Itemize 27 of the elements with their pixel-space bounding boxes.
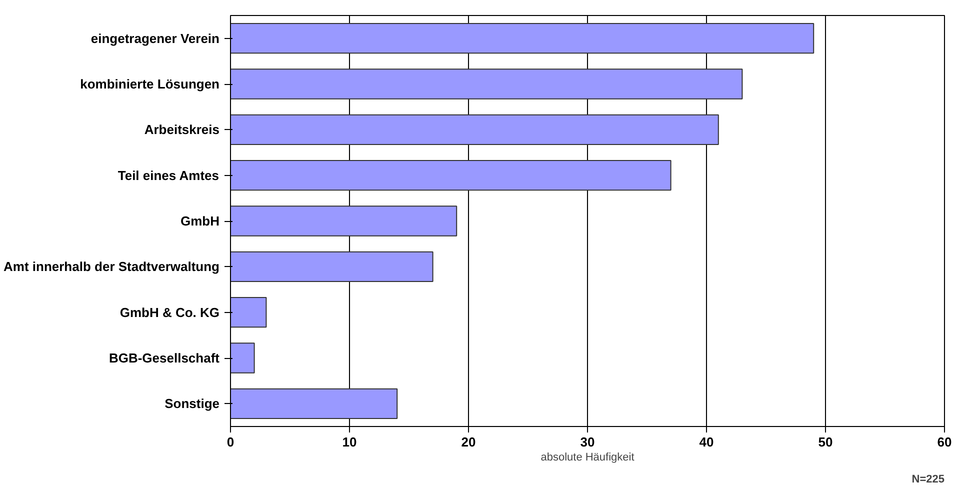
bar [230,296,267,328]
y-tick-label: GmbH & Co. KG [120,304,220,320]
x-tick-label: 50 [818,434,833,450]
y-tick-label: kombinierte Lösungen [80,76,220,92]
bar [230,114,719,146]
text: N=225 [912,474,945,486]
y-tick-label: Arbeitskreis [144,122,220,138]
y-tick-label: Sonstige [164,396,220,412]
y-tick-label: Teil eines Amtes [118,168,220,183]
y-tick-label: GmbH [180,214,220,228]
bar [230,206,458,236]
x-axis-title: absolute Häufigkeit [540,452,634,464]
bar [230,160,672,191]
bar [230,22,814,54]
x-tick-label: 20 [461,434,476,450]
x-tick-label: 10 [342,434,357,450]
x-tick-label: 30 [580,434,595,450]
bar [230,251,434,282]
y-tick-label: eingetragener Verein [90,30,220,46]
y-tick-label: Amt innerhalb der Stadtverwaltung [4,259,220,274]
x-tick-label: 60 [937,434,952,450]
x-tick-label: 0 [226,434,234,450]
bar [230,342,255,374]
bar [230,388,398,420]
x-tick-label: 40 [699,434,714,450]
y-tick-label: BGB-Gesellschaft [108,350,220,366]
bar [230,68,743,100]
